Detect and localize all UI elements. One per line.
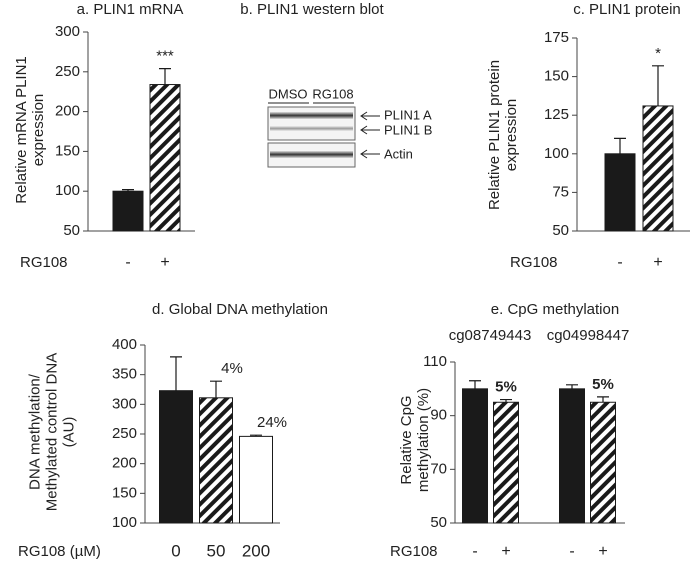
arrow [360, 111, 380, 159]
x-tick-label: - [472, 543, 477, 560]
error-bar [597, 396, 609, 403]
bar [462, 388, 488, 524]
y-tick-label: 100 [55, 182, 80, 199]
group-label: cg04998447 [547, 327, 630, 344]
y-tick-label: 50 [63, 222, 80, 239]
y-tick-label: 150 [55, 142, 80, 159]
panel-title: e. CpG methylation [491, 301, 619, 318]
y-tick-label: 200 [112, 455, 137, 472]
lane-label: DMSO [269, 86, 308, 101]
error-bar [122, 189, 134, 192]
error-bar [652, 65, 664, 106]
panel-title: c. PLIN1 protein [573, 1, 681, 18]
y-tick-label: 150 [112, 484, 137, 501]
x-tick-label: - [569, 543, 574, 560]
bar [493, 401, 519, 524]
y-tick-label: 110 [423, 353, 447, 370]
y-tick-label: 100 [112, 514, 137, 531]
annotation: * [655, 45, 661, 62]
x-tick-label: + [598, 543, 607, 560]
y-axis-label: Relative CpG methylation (%) [398, 387, 432, 493]
error-bar [210, 380, 222, 398]
y-tick-label: 50 [552, 222, 569, 239]
y-axis-label: Relative PLIN1 protein expression [486, 59, 520, 211]
bar [642, 105, 674, 232]
western-blot: b. PLIN1 western blot DMSO RG108 PLIN1 A… [240, 1, 432, 168]
bar [199, 397, 233, 524]
x-tick-label: 0 [171, 541, 180, 560]
y-tick-label: 300 [55, 23, 80, 40]
y-tick-label: 100 [544, 145, 569, 162]
error-bar [566, 384, 578, 389]
y-tick-label: 250 [112, 425, 137, 442]
x-axis-label: RG108 [390, 543, 438, 560]
x-tick-label: 200 [242, 541, 270, 560]
x-axis-label: RG108 [510, 254, 558, 271]
y-tick-label: 50 [430, 514, 447, 531]
band-label: PLIN1 B [384, 122, 432, 137]
x-axis-label: RG108 (µM) [18, 543, 101, 560]
annotation: 5% [495, 379, 517, 396]
band-label: PLIN1 A [384, 107, 432, 122]
y-tick-label: 70 [430, 460, 447, 477]
band-label: Actin [384, 146, 413, 161]
panel-title: b. PLIN1 western blot [240, 1, 384, 18]
y-tick-label: 90 [430, 407, 447, 424]
y-tick-label: 175 [544, 29, 569, 46]
bar [590, 401, 616, 524]
y-tick-label: 350 [112, 366, 137, 383]
group-label: cg08749443 [449, 327, 532, 344]
error-bar [170, 356, 182, 391]
x-tick-label: - [125, 254, 130, 271]
error-bar [614, 137, 626, 154]
bar [159, 390, 193, 524]
blot-band [270, 126, 353, 131]
x-tick-label: + [160, 254, 169, 271]
blot-membrane [267, 106, 356, 141]
y-tick-label: 400 [112, 336, 137, 353]
bar [149, 84, 181, 232]
y-tick-label: 250 [55, 63, 80, 80]
x-tick-label: 50 [207, 541, 226, 560]
y-tick-label: 200 [55, 103, 80, 120]
bar [112, 190, 144, 232]
y-tick-label: 75 [552, 183, 569, 200]
x-axis-label: RG108 [20, 254, 68, 271]
error-bar [250, 434, 262, 437]
annotation: *** [156, 48, 174, 65]
annotation: 4% [221, 360, 243, 377]
error-bar [469, 380, 481, 389]
y-tick-label: 150 [544, 68, 569, 85]
blot-band [270, 112, 353, 119]
bar [559, 388, 585, 524]
error-bar [500, 398, 512, 403]
y-tick-label: 300 [112, 395, 137, 412]
x-tick-label: - [617, 254, 622, 271]
panel-title: a. PLIN1 mRNA [77, 1, 184, 18]
bar [239, 435, 273, 524]
annotation: 24% [257, 414, 287, 431]
y-axis-label: DNA methylation/ Methylated control DNA … [26, 352, 78, 512]
y-tick-label: 125 [544, 106, 569, 123]
panel-title: d. Global DNA methylation [152, 301, 328, 318]
y-axis-label: Relative mRNA PLIN1 expression [13, 56, 47, 204]
blot-band [270, 151, 353, 158]
x-tick-label: + [653, 254, 662, 271]
error-bar [159, 68, 171, 85]
annotation: 5% [592, 376, 614, 393]
x-tick-label: + [501, 543, 510, 560]
bar [604, 153, 636, 232]
lane-label: RG108 [312, 86, 353, 101]
